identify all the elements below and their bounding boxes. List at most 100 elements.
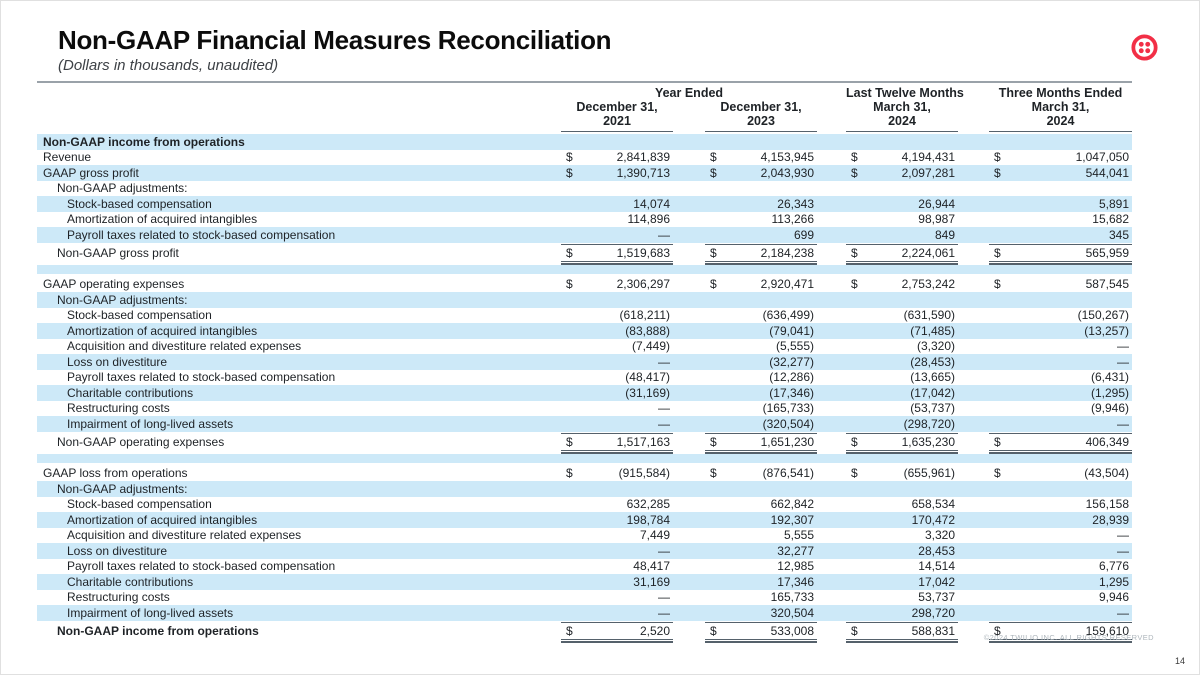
dollar-sign: $ [566,277,573,292]
cell-value [989,134,1132,150]
cell-value: (7,449) [631,339,670,354]
row-label: Non-GAAP operating expenses [57,434,225,449]
cell-value: (150,267) [1077,308,1129,323]
cell-value: (28,453) [910,354,955,369]
cell-value: — [658,227,670,242]
dollar-sign: $ [994,466,1001,481]
dollar-sign: $ [851,277,858,292]
cell-value: $159,610 [989,621,1132,643]
row-label: Loss on divestiture [67,543,168,558]
cell-value: $1,390,713 [566,165,670,180]
table-row: Non-GAAP adjustments: [37,481,1132,497]
table-row: Amortization of acquired intangibles (83,… [37,323,1132,339]
cell-value: 192,307 [770,512,814,527]
row-label: Restructuring costs [67,590,170,605]
dollar-sign: $ [566,466,573,481]
twilio-logo-icon [1131,34,1158,66]
cell-value: $4,153,945 [710,150,814,165]
row-label: Non-GAAP adjustments: [57,292,188,307]
row-label: Acquisition and divestiture related expe… [67,339,302,354]
table-row: Acquisition and divestiture related expe… [37,528,1132,544]
dollar-sign: $ [994,277,1001,292]
copyright-text: ©2024 TWILIO INC. ALL RIGHTS RESERVED [983,633,1154,642]
cell-value: 298,720 [911,605,955,620]
cell-value: — [1117,528,1129,543]
cell-value: — [658,401,670,416]
cell-value: $2,097,281 [851,165,955,180]
cell-value: 12,985 [777,559,814,574]
cell-value: 662,842 [770,497,814,512]
cell-value: (48,417) [625,370,670,385]
table-row: Amortization of acquired intangibles 198,… [37,512,1132,528]
column-header-dec-2023: December 31, 2023 [705,100,817,132]
cell-value: 9,946 [1098,590,1129,605]
cell-value: 5,891 [1098,196,1129,211]
cell-value: 26,343 [777,196,814,211]
cell-value: $1,047,050 [994,150,1129,165]
cell-value: $ (655,961) [851,466,955,481]
cell-value: $565,959 [989,243,1132,265]
table-row: Loss on divestiture — (32,277) (28,453) — [37,354,1132,370]
cell-value: (165,733) [762,401,814,416]
dollar-sign: $ [566,434,573,449]
cell-value: $2,043,930 [710,165,814,180]
row-label: Non-GAAP income from operations [57,623,259,638]
table-row: Non-GAAP operating expenses $1,517,163 $1,… [37,432,1132,454]
table-row: Restructuring costs — 165,733 53,737 9,946 [37,590,1132,606]
row-label: Impairment of long-lived assets [67,605,234,620]
cell-value: $588,831 [846,621,958,643]
cell-value: — [658,354,670,369]
row-label: Stock-based compensation [67,196,212,211]
cell-value [846,181,958,197]
cell-value: 53,737 [918,590,955,605]
cell-value: 17,346 [777,574,814,589]
dollar-sign: $ [851,150,858,165]
table-row: Amortization of acquired intangibles 114,… [37,212,1132,228]
row-label: Amortization of acquired intangibles [67,323,258,338]
cell-value: $1,651,230 [705,432,817,454]
cell-value: 198,784 [626,512,670,527]
cell-value: 26,944 [918,196,955,211]
table-row: Non-GAAP adjustments: [37,181,1132,197]
cell-value: 699 [793,227,814,242]
cell-value: (9,946) [1090,401,1129,416]
row-label: Loss on divestiture [67,354,168,369]
dollar-sign: $ [710,466,717,481]
row-label: Charitable contributions [67,385,194,400]
row-label: Revenue [43,150,92,165]
table-row: GAAP loss from operations $ (915,584) $ (876… [37,466,1132,482]
cell-value: 17,042 [918,574,955,589]
cell-value: (31,169) [625,385,670,400]
row-label: Amortization of acquired intangibles [67,212,258,227]
dollar-sign: $ [710,165,717,180]
cell-value [705,134,817,150]
row-label: Payroll taxes related to stock-based com… [67,227,336,242]
dollar-sign: $ [851,165,858,180]
cell-value: — [1117,605,1129,620]
cell-value: (3,320) [916,339,955,354]
cell-value: 7,449 [639,528,670,543]
cell-value: $2,841,839 [566,150,670,165]
cell-value [705,292,817,308]
dollar-sign: $ [566,150,573,165]
cell-value [989,181,1132,197]
dollar-sign: $ [994,245,1001,260]
dollar-sign: $ [566,165,573,180]
cell-value: (53,737) [910,401,955,416]
cell-value: $544,041 [994,165,1129,180]
cell-value: $2,184,238 [705,243,817,265]
table-body: Non-GAAP income from operations Revenue $2… [37,134,1132,643]
cell-value: (13,257) [1084,323,1129,338]
table-row: Stock-based compensation 632,285 662,842 65… [37,497,1132,513]
cell-value [561,481,673,497]
cell-value: 5,555 [783,528,814,543]
table-row: Payroll taxes related to stock-based com… [37,559,1132,575]
cell-value: (17,346) [769,385,814,400]
cell-value: — [658,416,670,431]
cell-value: (1,295) [1090,385,1129,400]
cell-value [989,292,1132,308]
cell-value: 14,514 [918,559,955,574]
cell-value: 15,682 [1092,212,1129,227]
row-label: Payroll taxes related to stock-based com… [67,559,336,574]
spacer-row [37,453,1132,463]
